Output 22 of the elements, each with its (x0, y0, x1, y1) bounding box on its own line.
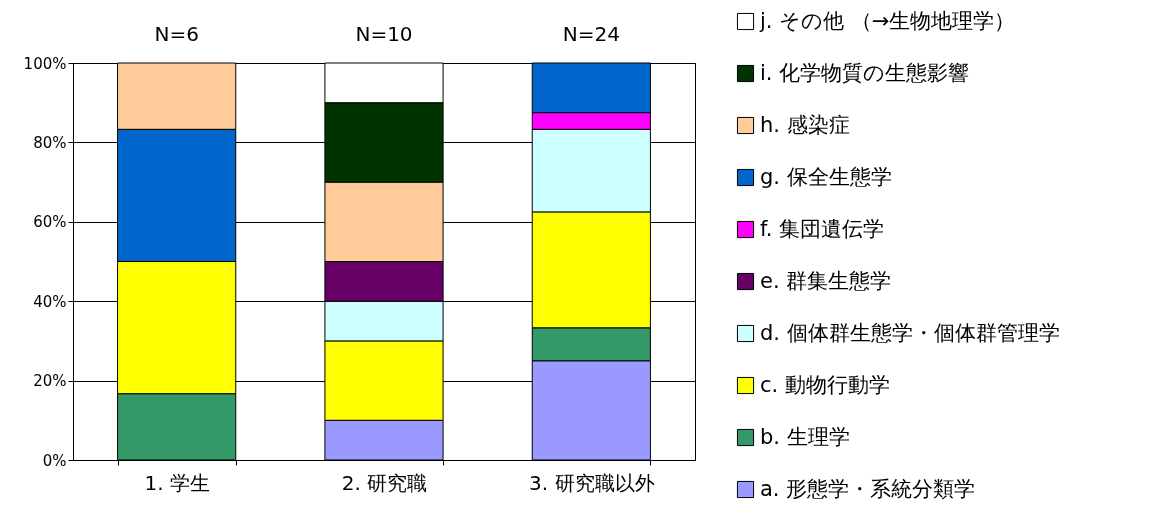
y-tick-label: 40% (33, 292, 67, 311)
y-tick-label: 80% (33, 133, 67, 152)
legend-label: j. その他 （→生物地理学） (759, 8, 1016, 33)
legend-label: h. 感染症 (760, 112, 850, 137)
annotation: N=6 (154, 22, 199, 46)
legend-label: d. 個体群生態学・個体群管理学 (760, 320, 1060, 345)
legend-label: i. 化学物質の生態影響 (760, 60, 970, 85)
legend-label: g. 保全生態学 (760, 164, 892, 189)
legend-label: c. 動物行動学 (760, 372, 890, 397)
legend-label: b. 生理学 (760, 424, 850, 449)
annotation: N=24 (562, 22, 620, 46)
annotation: N=10 (355, 22, 413, 46)
y-tick-label: 60% (33, 213, 67, 232)
x-tick-label: 3. 研究職以外 (529, 470, 655, 495)
x-tick-label: 2. 研究職 (341, 470, 428, 495)
y-tick-label: 0% (42, 451, 67, 470)
y-tick-label: 20% (33, 372, 67, 391)
y-tick-label: 100% (23, 54, 67, 73)
x-tick-label: 1. 学生 (144, 470, 210, 495)
legend-label: a. 形態学・系統分類学 (760, 476, 976, 501)
legend-label: e. 群集生態学 (760, 268, 892, 293)
legend-label: f. 集団遺伝学 (760, 216, 885, 241)
